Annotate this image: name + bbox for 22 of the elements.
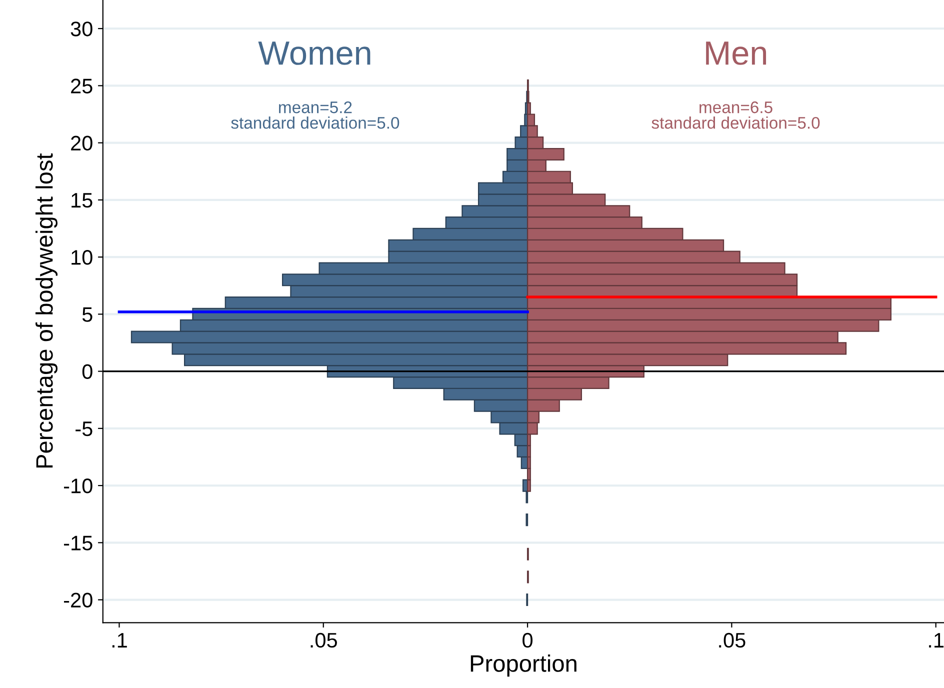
- y-tick-label: 10: [72, 250, 92, 265]
- x-tick-label: .05: [310, 632, 337, 648]
- y-tick-label: 20: [71, 136, 92, 151]
- x-tick-label: .1: [112, 633, 127, 648]
- annotation: mean=5.2 standard deviation=5.0: [231, 101, 400, 129]
- x-tick-label: .1: [929, 633, 944, 648]
- text: Women: [258, 42, 370, 65]
- y-tick-label: 15: [72, 193, 92, 208]
- y-tick-label: -15: [64, 536, 92, 550]
- x-tick-label: 0: [522, 632, 533, 648]
- y-tick-label: -20: [64, 592, 92, 608]
- y-tick-label: 5: [82, 307, 92, 322]
- x-axis-title: Proportion: [470, 654, 576, 677]
- y-axis-title: Percentage of bodyweight lost: [36, 153, 58, 468]
- annotation: mean=6.5 standard deviation=5.0: [652, 101, 820, 129]
- y-tick-label: 25: [71, 78, 92, 94]
- text: Men: [706, 42, 766, 65]
- y-tick-label: -5: [76, 422, 92, 436]
- y-tick-label: 30: [70, 22, 92, 36]
- y-tick-label: 0: [82, 364, 92, 380]
- y-tick-label: -10: [64, 478, 92, 494]
- x-tick-label: .05: [719, 632, 746, 648]
